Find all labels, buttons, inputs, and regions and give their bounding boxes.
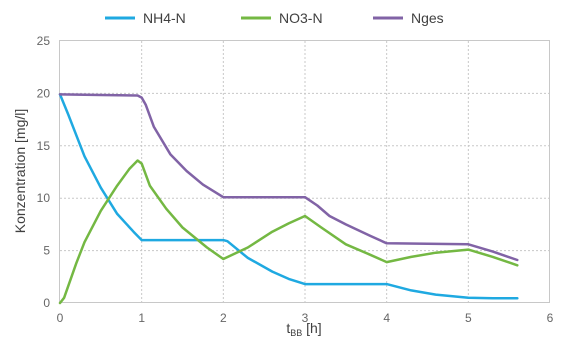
y-tick-label: 5 bbox=[43, 244, 50, 258]
legend-label-nh4-n: NH4-N bbox=[143, 10, 186, 26]
grid-lines bbox=[60, 41, 550, 303]
legend-label-no3-n: NO3-N bbox=[279, 10, 323, 26]
y-tick-label: 15 bbox=[37, 139, 51, 153]
x-tick-label: 6 bbox=[547, 311, 554, 325]
x-axis-label-unit: [h] bbox=[302, 320, 321, 336]
plot-frame bbox=[59, 40, 550, 303]
series-line-no3-n bbox=[58, 159, 519, 305]
x-tick-label: 3 bbox=[302, 311, 309, 325]
y-axis-label: Konzentration [mg/l] bbox=[12, 109, 28, 234]
x-tick-label: 1 bbox=[138, 311, 145, 325]
x-tick-label: 5 bbox=[465, 311, 472, 325]
legend-label-nges: Nges bbox=[411, 10, 444, 26]
x-tick-label: 2 bbox=[220, 311, 227, 325]
x-axis-label: tBB [h] bbox=[286, 320, 321, 338]
x-axis-ticks: 0 1 2 3 4 5 6 bbox=[57, 311, 554, 325]
x-tick-label: 4 bbox=[383, 311, 390, 325]
series-line-nges bbox=[58, 93, 519, 262]
series-lines bbox=[58, 93, 519, 305]
y-axis-ticks: 0 5 10 15 20 25 bbox=[37, 34, 51, 310]
y-tick-label: 10 bbox=[37, 191, 51, 205]
y-tick-label: 0 bbox=[43, 296, 50, 310]
x-axis-label-main: t bbox=[286, 320, 290, 336]
x-axis-label-subscript: BB bbox=[290, 328, 302, 338]
legend: NH4-N NO3-N Nges bbox=[105, 10, 444, 26]
y-tick-label: 25 bbox=[37, 34, 51, 48]
y-tick-label: 20 bbox=[37, 86, 51, 100]
x-tick-label: 0 bbox=[57, 311, 64, 325]
series-line-nh4-n bbox=[58, 93, 519, 300]
